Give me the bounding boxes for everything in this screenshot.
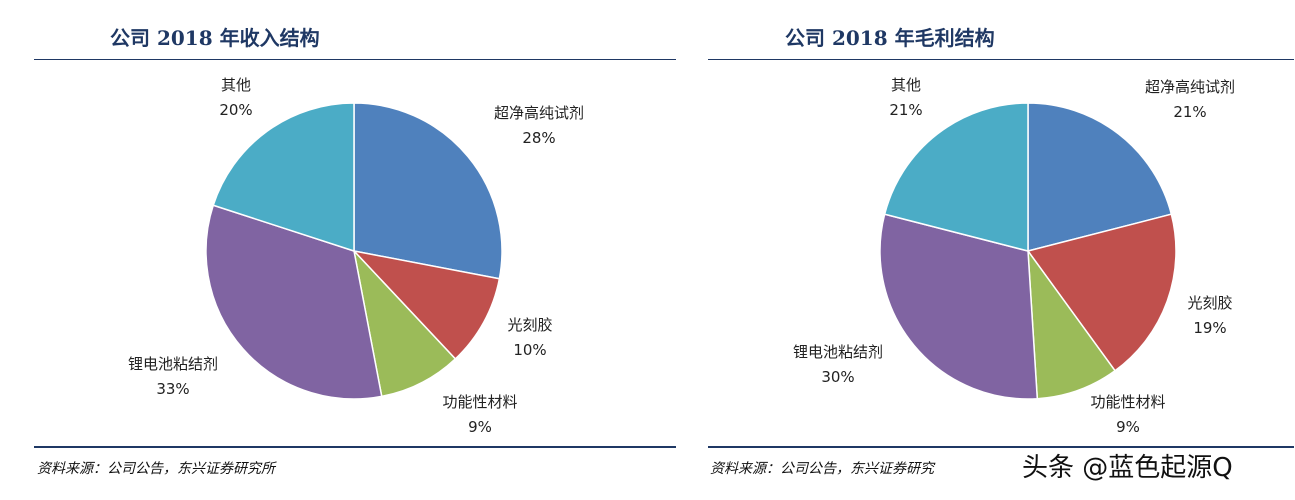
slice-value-label: 21% bbox=[1173, 103, 1206, 121]
pie-chart-revenue: 超净高纯试剂 28% 光刻胶 10% 功能性材料 9% 锂电池粘结剂 33% 其他 20% bbox=[128, 76, 584, 436]
slice-value-label: 30% bbox=[821, 368, 854, 386]
slice-value-label: 21% bbox=[889, 101, 922, 119]
slice-category-label: 锂电池粘结剂 bbox=[128, 355, 218, 373]
slice-category-label: 光刻胶 bbox=[507, 316, 552, 334]
title-divider-right bbox=[708, 59, 1294, 60]
slice-category-label: 锂电池粘结剂 bbox=[793, 343, 883, 361]
pie-slice-5 bbox=[883, 102, 1029, 252]
slice-value-label: 9% bbox=[1116, 418, 1140, 436]
source-note-left: 资料来源：公司公告，东兴证券研究所 bbox=[37, 461, 275, 477]
slice-category-label: 光刻胶 bbox=[1187, 294, 1232, 312]
pie-chart-gross-profit: 超净高纯试剂 21% 光刻胶 19% 功能性材料 9% 锂电池粘结剂 30% 其他 21% bbox=[793, 76, 1235, 436]
slice-value-label: 20% bbox=[219, 101, 252, 119]
title-divider-left bbox=[34, 59, 676, 60]
slice-value-label: 19% bbox=[1193, 319, 1226, 337]
slice-category-label: 超净高纯试剂 bbox=[494, 104, 584, 122]
pie-slice-3 bbox=[1027, 248, 1117, 400]
source-divider-right bbox=[708, 446, 1294, 448]
slice-category-label: 功能性材料 bbox=[442, 393, 517, 411]
slice-value-label: 33% bbox=[156, 380, 189, 398]
pie-slice-4 bbox=[205, 204, 383, 400]
slice-value-label: 28% bbox=[522, 129, 555, 147]
pie-slice-1 bbox=[1027, 102, 1173, 252]
slice-category-label: 功能性材料 bbox=[1090, 393, 1165, 411]
slice-category-label: 其他 bbox=[221, 76, 251, 94]
chart-title-revenue: 公司 2018 年收入结构 bbox=[110, 26, 320, 50]
slice-category-label: 其他 bbox=[891, 76, 921, 94]
chart-title-gross-profit: 公司 2018 年毛利结构 bbox=[785, 26, 995, 50]
watermark-text: 头条 @蓝色起源Q bbox=[1022, 453, 1233, 483]
pie-slice-5 bbox=[212, 102, 355, 253]
pie-slice-2 bbox=[351, 249, 501, 360]
slice-value-label: 9% bbox=[468, 418, 492, 436]
source-divider-left bbox=[34, 446, 676, 448]
pie-slice-4 bbox=[879, 213, 1039, 400]
slice-value-label: 10% bbox=[513, 341, 546, 359]
pie-slice-3 bbox=[352, 248, 457, 398]
source-note-right: 资料来源：公司公告，东兴证券研究 bbox=[710, 461, 934, 477]
pie-slice-1 bbox=[353, 102, 503, 280]
pie-slice-2 bbox=[1026, 213, 1177, 372]
slice-category-label: 超净高纯试剂 bbox=[1145, 78, 1235, 96]
